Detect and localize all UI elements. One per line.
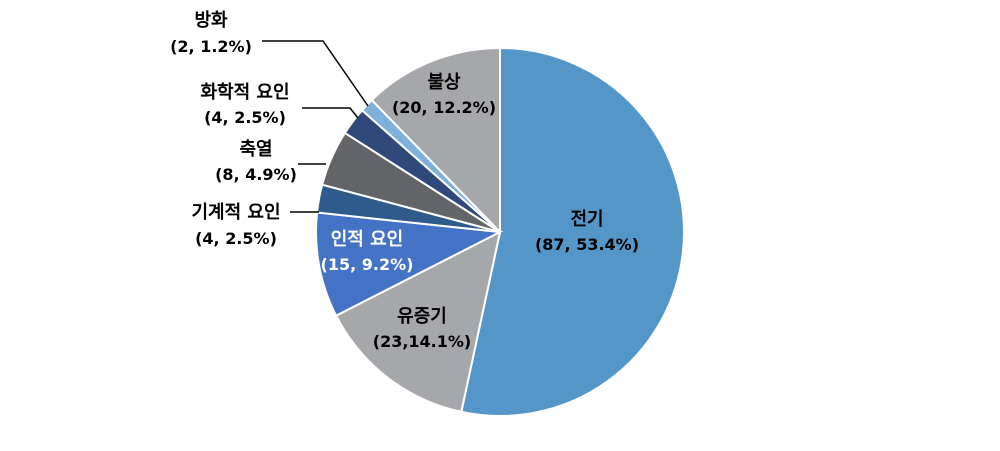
slice-value-label: (87, 53.4%) xyxy=(535,235,639,254)
slice-value-label: (2, 1.2%) xyxy=(170,37,252,56)
pie-slice xyxy=(334,230,502,414)
leader-line xyxy=(302,107,359,119)
slice-name-label: 인적 요인 xyxy=(331,229,404,250)
slice-name-label: 축열 xyxy=(239,139,272,160)
leader-line xyxy=(262,40,369,107)
slice-name-label: 기계적 요인 xyxy=(191,202,280,223)
slice-name-label: 불상 xyxy=(427,72,461,93)
pie-slice xyxy=(370,46,501,235)
slice-value-label: (4, 2.5%) xyxy=(204,108,286,127)
slice-name-label: 화학적 요인 xyxy=(200,81,289,103)
slice-value-label: (15, 9.2%) xyxy=(321,255,414,274)
slice-value-label: (20, 12.2%) xyxy=(392,98,496,117)
slice-name-label: 전기 xyxy=(570,209,603,230)
slice-value-label: (8, 4.9%) xyxy=(215,165,297,184)
slice-name-label: 방화 xyxy=(194,10,228,31)
slice-name-label: 유증기 xyxy=(397,306,447,327)
slice-value-label: (23,14.1%) xyxy=(373,332,471,351)
pie-slice xyxy=(315,211,504,318)
slice-value-label: (4, 2.5%) xyxy=(195,229,277,248)
pie-slice xyxy=(460,46,685,417)
